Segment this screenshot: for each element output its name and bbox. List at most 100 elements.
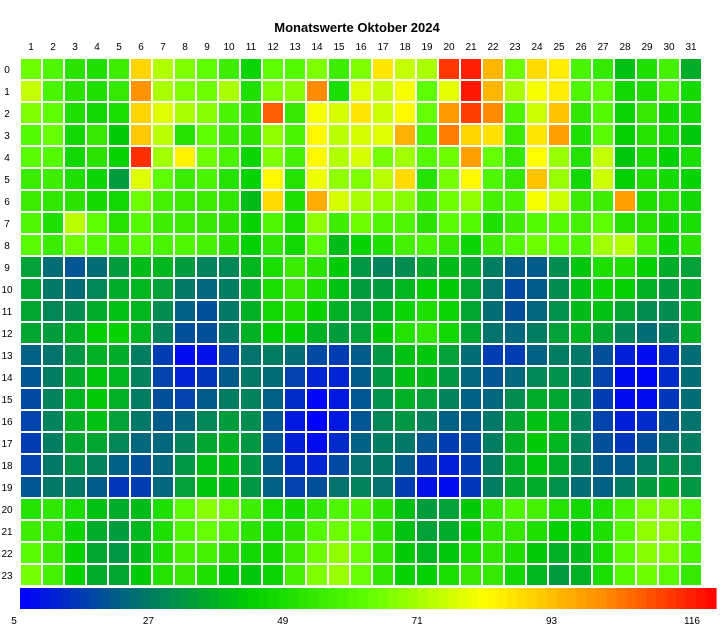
heatmap-cell [283,299,307,323]
heatmap-cell [349,541,373,565]
heatmap-cell [107,519,131,543]
colorbar-segment [109,588,121,609]
colorbar-segment [159,588,170,609]
colorbar-segment [59,588,71,609]
colorbar-segment [308,588,319,609]
heatmap-cell [437,79,461,103]
x-tick-label: 15 [333,42,345,53]
heatmap-cell [393,255,417,279]
heatmap-cell [63,321,87,345]
y-tick-label: 0 [4,65,10,76]
heatmap-cell [63,211,87,235]
heatmap-cell [613,167,637,191]
heatmap-cell [657,519,681,543]
heatmap-cell [371,541,395,565]
heatmap-cell [481,519,505,543]
heatmap-cell [481,299,505,323]
heatmap-cell [85,255,109,279]
heatmap-cell [129,123,153,147]
heatmap-cell [63,189,87,213]
heatmap-cell [107,453,131,477]
heatmap-cell [613,299,637,323]
heatmap-cell [85,123,109,147]
heatmap-cell [107,431,131,455]
heatmap-cell [613,57,637,81]
colorbar-segment [497,588,508,609]
heatmap-cell [151,299,175,323]
heatmap-cell [459,233,483,257]
heatmap-cell [481,101,505,125]
heatmap-cell [63,475,87,499]
heatmap-cell [635,145,659,169]
heatmap-cell [591,145,615,169]
colorbar-segment [278,588,290,609]
heatmap-cell [657,211,681,235]
heatmap-cell [19,475,43,499]
heatmap-cell [305,409,329,433]
heatmap-cell [503,167,527,191]
heatmap-cell [305,321,329,345]
colorbar-segment [606,588,618,609]
heatmap-cell [635,189,659,213]
heatmap-cell [415,365,439,389]
heatmap-cell [525,101,549,125]
heatmap-cell [481,167,505,191]
heatmap-cell [393,145,417,169]
heatmap-cell [349,343,373,367]
heatmap-cell [547,255,571,279]
colorbar-segment [636,588,647,609]
heatmap-cell [437,497,461,521]
heatmap-cell [195,57,219,81]
heatmap-cell [657,453,681,477]
y-tick-label: 21 [1,527,13,538]
heatmap-cell [393,453,417,477]
heatmap-cell [679,541,703,565]
heatmap-cell [151,497,175,521]
heatmap-cell [393,167,417,191]
colorbar-segment [169,588,180,609]
heatmap-cell [679,475,703,499]
heatmap-cell [239,277,263,301]
x-tick-label: 29 [641,42,653,53]
heatmap-cell [305,211,329,235]
heatmap-cell [679,387,703,411]
heatmap-cell [591,277,615,301]
heatmap-cell [657,57,681,81]
heatmap-cell [151,145,175,169]
heatmap-cell [591,409,615,433]
heatmap-cell [547,189,571,213]
heatmap-cell [525,409,549,433]
colorbar-segment [39,588,51,609]
heatmap-cell [239,167,263,191]
heatmap-cell [613,233,637,257]
heatmap-cell [591,519,615,543]
heatmap-cell [679,123,703,147]
heatmap-cell [547,299,571,323]
heatmap-cell [63,431,87,455]
x-tick-label: 28 [619,42,631,53]
colorbar-segment [149,588,160,609]
heatmap-cell [525,255,549,279]
heatmap-cell [195,277,219,301]
heatmap-cell [569,57,593,81]
heatmap-cell [129,497,153,521]
heatmap-cell [239,189,263,213]
heatmap-cell [591,233,615,257]
colorbar-segment [238,588,250,609]
heatmap-cell [547,79,571,103]
colorbar-segment [427,588,439,609]
heatmap-cell [459,277,483,301]
heatmap-cell [63,233,87,257]
heatmap-cell [283,431,307,455]
colorbar-segment [318,588,329,609]
heatmap-cell [195,101,219,125]
heatmap-cell [195,321,219,345]
heatmap-cell [613,145,637,169]
heatmap-cell [63,519,87,543]
heatmap-cell [173,57,197,81]
y-tick-label: 2 [4,109,10,120]
heatmap-cell [195,475,219,499]
heatmap-cell [129,453,153,477]
heatmap-cell [261,409,285,433]
heatmap-cell [305,519,329,543]
